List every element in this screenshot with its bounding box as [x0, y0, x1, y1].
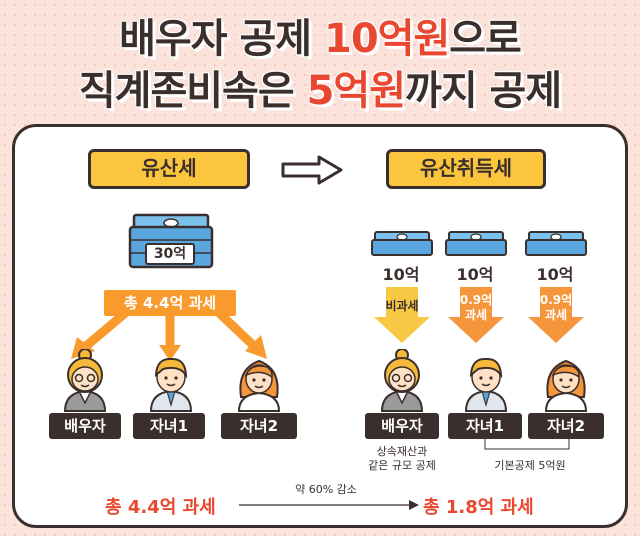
money-stack-2-icon — [445, 231, 507, 256]
right-child1-label: 자녀1 — [448, 413, 522, 439]
right-child2-label: 자녀2 — [528, 413, 604, 439]
title-line-2-part-c: 까지 공제 — [405, 68, 562, 114]
right-arrow-icon — [281, 155, 343, 185]
right-child2-avatar-icon — [544, 359, 588, 412]
right-spouse-avatar-icon — [380, 349, 424, 412]
taxed-2-label: 과세 — [544, 308, 568, 322]
taxed-1-label: 과세 — [464, 308, 488, 322]
title-line-1: 배우자 공제 10억원으로 — [0, 6, 640, 64]
child1-avatar-icon — [149, 357, 193, 412]
child2-avatar-icon — [237, 359, 281, 412]
title-line-1-highlight: 10억원 — [323, 16, 450, 62]
left-child1-label: 자녀1 — [133, 413, 205, 439]
title-line-2: 직계존비속은 5억원까지 공제 — [0, 58, 640, 116]
distribution-arrows-icon — [71, 307, 267, 361]
money-stack-1-icon — [371, 231, 433, 256]
title-line-2-highlight: 5억원 — [306, 68, 406, 114]
title-line-1-part-c: 으로 — [449, 16, 522, 62]
tax-free-down-arrow-icon — [374, 287, 430, 343]
spouse-deduction-note-2: 같은 규모 공제 — [368, 459, 436, 472]
reduction-arrow-icon — [239, 500, 419, 510]
left-total-tax: 총 4.4억 과세 — [105, 497, 216, 518]
children-deduction-note: 기본공제 5억원 — [494, 459, 566, 472]
money-amount-label: 30억 — [145, 243, 195, 265]
acquisition-tax-pill: 유산취득세 — [386, 149, 546, 189]
left-spouse-label: 배우자 — [49, 413, 121, 439]
right-total-tax: 총 1.8억 과세 — [423, 497, 534, 518]
money-stack-3-icon — [525, 231, 587, 256]
inheritance-tax-pill: 유산세 — [88, 149, 250, 189]
taxed-down-arrow-1-icon — [448, 287, 504, 343]
right-money-1-label: 10억 — [382, 265, 420, 284]
spouse-deduction-note-1: 상속재산과 — [376, 445, 428, 458]
taxed-down-arrow-2-icon — [528, 287, 584, 343]
title-line-2-part-a: 직계존비속은 — [78, 68, 307, 114]
tax-free-label: 비과세 — [385, 299, 419, 313]
children-bracket — [484, 439, 570, 450]
reduction-label: 약 60% 감소 — [295, 483, 357, 496]
right-spouse-label: 배우자 — [365, 413, 439, 439]
taxed-1-amount: 0.9억 — [459, 293, 493, 307]
right-money-2-label: 10억 — [456, 265, 494, 284]
comparison-card: 유산세 유산취득세 30억 총 4.4억 과세 배우자 — [12, 124, 628, 528]
right-child1-avatar-icon — [464, 357, 508, 412]
title-line-1-part-a: 배우자 공제 — [119, 16, 324, 62]
taxed-2-amount: 0.9억 — [539, 293, 573, 307]
left-child2-label: 자녀2 — [221, 413, 297, 439]
spouse-avatar-icon — [63, 349, 107, 412]
right-money-3-label: 10억 — [536, 265, 574, 284]
